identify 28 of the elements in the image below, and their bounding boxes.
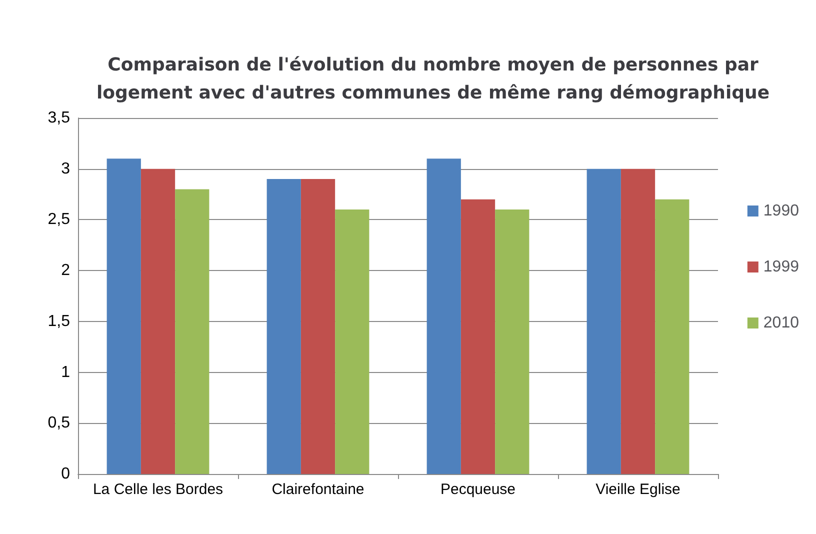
bar: [106, 158, 141, 474]
y-tick-label: 3,5: [48, 110, 70, 126]
bar: [495, 210, 530, 474]
bar: [175, 189, 210, 474]
y-tick-label: 0,5: [48, 414, 70, 432]
legend-label: 1990: [763, 202, 800, 220]
bar: [620, 168, 656, 474]
legend-label: 1999: [763, 258, 800, 276]
x-tick-label: Pecqueuse: [440, 481, 516, 498]
legend-label: 2010: [763, 314, 800, 332]
bar: [426, 158, 461, 474]
bar: [140, 168, 176, 474]
y-tick-label: 2: [61, 262, 70, 280]
y-tick-label: 1: [61, 364, 70, 381]
bar: [335, 210, 370, 474]
x-tick-label: Clairefontaine: [272, 481, 364, 498]
x-tick-label: La Celle les Bordes: [92, 481, 224, 498]
bar: [655, 199, 690, 474]
y-tick-label: 0: [61, 466, 70, 482]
bar: [460, 199, 496, 474]
bar: [266, 179, 301, 474]
bar: [300, 179, 336, 474]
chart-title: Comparaison de l'évolution du nombre moyen de personnes par logement avec d'autres communes de même rang démographique: [96, 54, 770, 104]
y-tick-label: 3: [61, 160, 70, 178]
y-tick-label: 2,5: [48, 211, 70, 228]
x-tick-label: Vieille Eglise: [596, 481, 680, 498]
y-tick-label: 1,5: [48, 312, 70, 330]
bar: [586, 168, 621, 474]
